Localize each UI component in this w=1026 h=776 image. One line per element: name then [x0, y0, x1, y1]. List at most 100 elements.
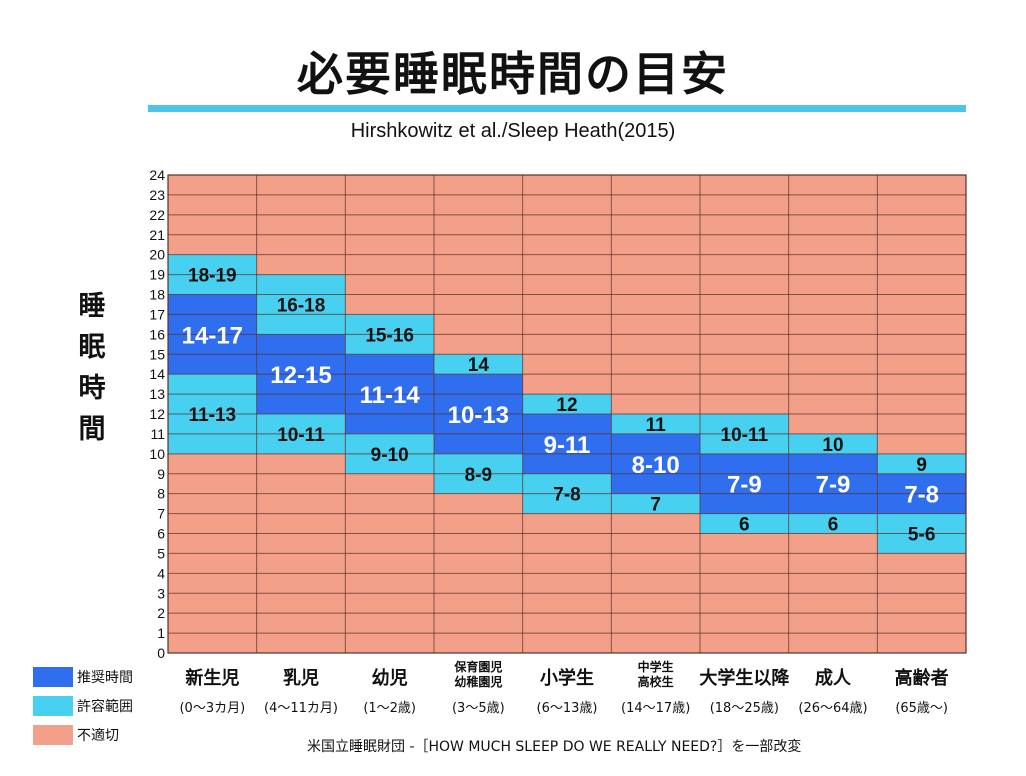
acceptable-range-label: 9-10 — [371, 445, 409, 466]
category-label: 大学生以降 — [699, 667, 790, 689]
recommended-range-label: 10-13 — [448, 402, 509, 429]
y-axis-label-char: 時 — [78, 373, 106, 404]
plot-border — [167, 174, 967, 654]
recommended-range-label: 12-15 — [270, 362, 331, 389]
recommended-range-label: 7-8 — [904, 482, 939, 509]
acceptable-range-label: 5-6 — [908, 525, 935, 546]
chart-subtitle: Hirshkowitz et al./Sleep Heath(2015) — [350, 120, 676, 142]
y-tick-label: 3 — [157, 585, 165, 601]
y-tick-label: 18 — [149, 287, 165, 303]
category-age-range: (4〜11カ月) — [264, 701, 338, 716]
y-tick-label: 20 — [149, 247, 165, 263]
legend-recommended: 推奨時間 — [33, 667, 133, 687]
acceptable-range-label: 11-13 — [189, 405, 237, 426]
acceptable-segment — [522, 394, 612, 414]
title-underline — [148, 105, 966, 112]
y-tick-label: 0 — [157, 645, 165, 661]
legend-swatch-not-recommended — [33, 725, 73, 745]
acceptable-range-label: 10-11 — [277, 425, 325, 446]
y-tick-label: 11 — [150, 426, 165, 442]
category-age-range: (18〜25歳) — [710, 701, 779, 716]
recommended-segment — [700, 453, 789, 514]
acceptable-segment — [877, 453, 966, 474]
y-axis-label-char: 眠 — [78, 332, 106, 363]
y-tick-label: 4 — [157, 565, 165, 581]
y-tick-label: 22 — [149, 207, 165, 223]
recommended-range-label: 11-14 — [360, 382, 421, 409]
y-tick-label: 16 — [149, 326, 165, 342]
y-tick-label: 13 — [149, 386, 165, 402]
category-age-range: (26〜64歳) — [798, 701, 867, 716]
recommended-range-label: 8-10 — [632, 452, 680, 479]
legend-label-recommended: 推奨時間 — [77, 670, 133, 686]
recommended-segment — [788, 453, 878, 514]
y-tick-label: 6 — [157, 526, 165, 542]
y-tick-label: 10 — [149, 446, 165, 462]
acceptable-segment — [611, 493, 700, 514]
y-tick-label: 15 — [149, 346, 165, 362]
category-label-line2: 幼稚園児 — [454, 674, 502, 689]
y-tick-label: 21 — [149, 227, 165, 243]
y-tick-label: 14 — [149, 366, 165, 382]
recommended-range-label: 14-17 — [182, 322, 243, 349]
category-age-range: (1〜2歳) — [363, 701, 416, 716]
acceptable-range-label: 8-9 — [465, 465, 492, 486]
recommended-segment — [522, 414, 612, 474]
category-age-range: (65歳〜) — [895, 701, 948, 716]
source-note: 米国立睡眠財団 -［HOW MUCH SLEEP DO WE REALLY NE… — [307, 739, 802, 755]
acceptable-range-label: 14 — [468, 355, 490, 376]
acceptable-range-label: 15-16 — [365, 325, 414, 346]
y-tick-label: 1 — [157, 625, 165, 641]
chart-title: 必要睡眠時間の目安 — [297, 47, 729, 101]
category-label: 高齢者 — [895, 667, 949, 689]
acceptable-segment — [256, 274, 346, 335]
acceptable-segment — [434, 354, 523, 375]
recommended-range-label: 9-11 — [544, 432, 591, 459]
acceptable-range-label: 9 — [916, 455, 927, 476]
y-tick-label: 23 — [149, 187, 165, 203]
category-label: 保育園児 — [453, 659, 502, 674]
acceptable-range-label: 6 — [739, 515, 750, 536]
legend-swatch-recommended — [33, 667, 73, 687]
recommended-segment — [611, 433, 700, 494]
y-axis-label: 睡眠時間 — [72, 286, 112, 450]
recommended-range-label: 7-9 — [816, 472, 851, 499]
acceptable-range-label: 6 — [828, 515, 839, 536]
acceptable-segment — [700, 513, 789, 534]
category-label: 成人 — [815, 667, 852, 689]
y-tick-label: 8 — [157, 486, 165, 502]
acceptable-range-label: 16-18 — [277, 295, 326, 316]
category-label: 中学生 — [638, 659, 674, 674]
y-tick-label: 17 — [149, 306, 165, 322]
acceptable-range-label: 10 — [822, 435, 843, 456]
y-tick-label: 12 — [149, 406, 165, 422]
y-tick-label: 7 — [157, 506, 165, 522]
legend-label-not-recommended: 不適切 — [77, 728, 119, 744]
acceptable-segment — [788, 513, 878, 534]
category-age-range: (14〜17歳) — [621, 701, 690, 716]
acceptable-range-label: 10-11 — [721, 425, 769, 446]
category-age-range: (6〜13歳) — [537, 701, 598, 716]
legend-swatch-acceptable — [33, 696, 73, 716]
legend-acceptable: 許容範囲 — [33, 696, 133, 716]
category-age-range: (0〜3カ月) — [179, 701, 245, 716]
category-label: 乳児 — [283, 668, 319, 689]
y-axis-label-char: 間 — [78, 414, 106, 445]
category-label: 小学生 — [540, 667, 594, 689]
y-tick-label: 5 — [157, 545, 165, 561]
acceptable-range-label: 7 — [650, 495, 661, 516]
category-label-line2: 高校生 — [638, 674, 674, 689]
acceptable-range-label: 12 — [556, 395, 577, 416]
y-tick-label: 2 — [157, 605, 165, 621]
category-label: 新生児 — [185, 667, 239, 689]
acceptable-range-label: 7-8 — [553, 485, 580, 506]
legend-label-acceptable: 許容範囲 — [77, 699, 133, 715]
acceptable-segment — [788, 433, 878, 454]
y-tick-label: 19 — [149, 267, 165, 283]
recommended-range-label: 7-9 — [727, 472, 762, 499]
category-label: 幼児 — [372, 667, 408, 689]
y-axis-label-char: 睡 — [78, 291, 106, 322]
acceptable-range-label: 11 — [646, 415, 667, 436]
y-tick-label: 9 — [157, 466, 165, 482]
